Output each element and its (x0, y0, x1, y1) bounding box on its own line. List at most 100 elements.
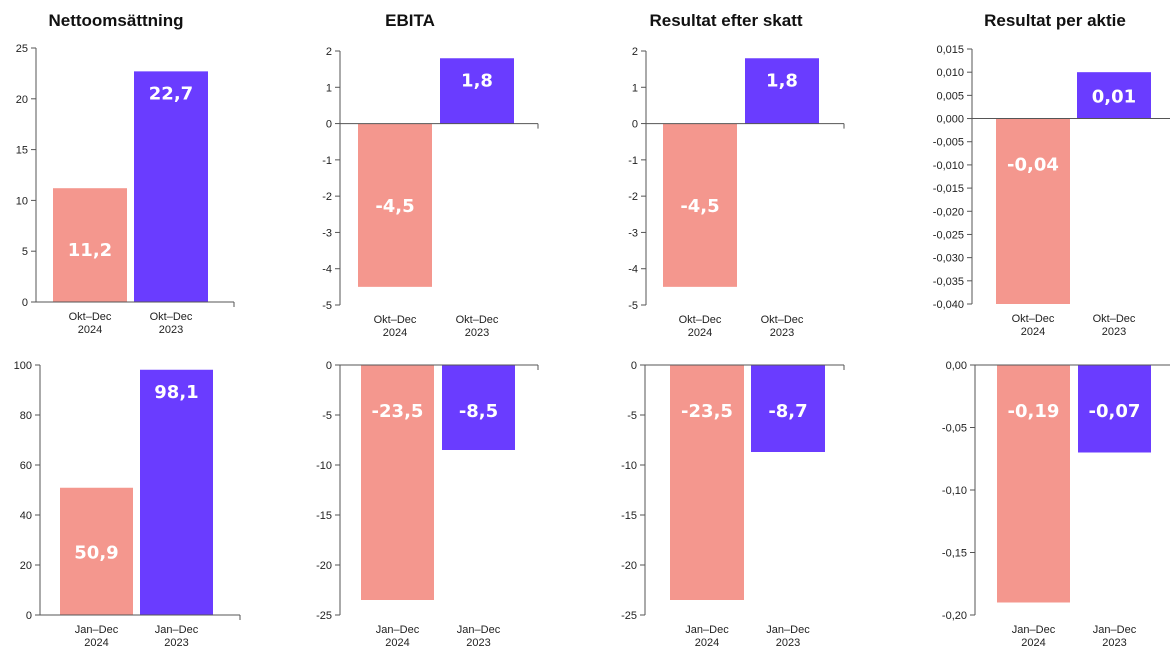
y-tick-label: 0,000 (936, 114, 964, 126)
category-label: 2024 (385, 637, 409, 649)
data-label: -0,04 (1007, 155, 1059, 176)
y-tick-label: 15 (16, 145, 28, 157)
bar-2023 (751, 365, 825, 452)
y-tick-label: -4 (322, 264, 332, 276)
category-label: Okt–Dec (761, 314, 804, 326)
category-label: Jan–Dec (376, 624, 420, 636)
y-tick-label: -1 (628, 155, 638, 167)
bar-2024 (663, 123, 737, 287)
y-tick-label: -25 (316, 610, 332, 622)
y-tick-label: 10 (16, 195, 28, 207)
y-tick-label: -0,030 (933, 253, 964, 265)
category-label: 2024 (383, 327, 407, 339)
category-label: 2023 (1102, 637, 1126, 649)
y-tick-label: -3 (322, 227, 332, 239)
y-tick-label: -20 (621, 560, 637, 572)
y-tick-label: -15 (316, 510, 332, 522)
category-label: Jan–Dec (1012, 624, 1056, 636)
bar-2023 (140, 369, 213, 615)
y-tick-label: 0 (326, 119, 332, 131)
y-tick-label: -0,05 (942, 423, 967, 435)
category-label: 2023 (466, 637, 490, 649)
data-label: -0,19 (1008, 401, 1060, 422)
y-tick-label: 20 (16, 94, 28, 106)
y-tick-label: -3 (628, 227, 638, 239)
category-label: 2023 (164, 637, 188, 649)
bar-2023 (745, 58, 819, 124)
bar-2024 (53, 188, 127, 302)
data-label: -23,5 (372, 401, 424, 422)
data-label: 22,7 (149, 83, 193, 104)
bar-2024 (996, 118, 1070, 304)
bar-2024 (361, 365, 434, 600)
category-label: 2024 (1021, 326, 1045, 338)
y-tick-label: -0,005 (933, 137, 964, 149)
data-label: -8,7 (768, 401, 807, 422)
chart-panel-4: Resultat per aktie -0,040 -0,035 -0,030 -0,0… (933, 11, 1170, 338)
category-label: 2023 (465, 327, 489, 339)
chart-title: Resultat per aktie (984, 11, 1126, 30)
y-tick-label: 0 (632, 119, 638, 131)
y-tick-label: 0 (631, 360, 637, 372)
y-tick-label: 0 (326, 360, 332, 372)
y-tick-label: 0,015 (936, 44, 964, 56)
data-label: 1,8 (766, 70, 798, 91)
y-tick-label: -25 (621, 610, 637, 622)
y-tick-label: 5 (22, 246, 28, 258)
category-label: Jan–Dec (155, 624, 199, 636)
y-tick-label: -20 (316, 560, 332, 572)
bar-2023 (442, 365, 515, 450)
bar-2023 (1078, 365, 1151, 453)
category-label: Okt–Dec (679, 314, 722, 326)
category-label: Okt–Dec (456, 314, 499, 326)
y-tick-label: -4 (628, 264, 638, 276)
category-label: 2024 (688, 327, 712, 339)
category-label: Jan–Dec (457, 624, 501, 636)
category-label: Okt–Dec (1012, 313, 1055, 325)
bar-2024 (60, 487, 133, 615)
category-label: Okt–Dec (1093, 313, 1136, 325)
y-tick-label: 0 (26, 610, 32, 622)
data-label: -4,5 (375, 196, 414, 217)
y-tick-label: -5 (322, 410, 332, 422)
y-tick-label: -0,040 (933, 299, 964, 311)
category-label: Okt–Dec (69, 311, 112, 323)
category-label: 2023 (1102, 326, 1126, 338)
y-tick-label: -2 (322, 191, 332, 203)
y-tick-label: -5 (627, 410, 637, 422)
y-tick-label: -0,010 (933, 160, 964, 172)
y-tick-label: -0,020 (933, 206, 964, 218)
y-tick-label: 2 (326, 46, 332, 58)
chart-panel-8: -0,20-0,15-0,10-0,050,00-0,19Jan–Dec2024… (942, 360, 1170, 649)
y-tick-label: -5 (628, 300, 638, 312)
chart-title: EBITA (385, 11, 435, 30)
y-tick-label: -0,15 (942, 548, 967, 560)
y-tick-label: -0,20 (942, 610, 967, 622)
chart-panel-6: -25-20-15-10-50-23,5Jan–Dec2024-8,5Jan–D… (316, 360, 539, 649)
category-label: 2024 (84, 637, 108, 649)
category-label: Okt–Dec (374, 314, 417, 326)
data-label: 50,9 (74, 542, 118, 563)
chart-panel-7: -25-20-15-10-50-23,5Jan–Dec2024-8,7Jan–D… (621, 360, 845, 649)
y-tick-label: -0,035 (933, 276, 964, 288)
y-tick-label: 40 (20, 510, 32, 522)
y-tick-label: 1 (632, 82, 638, 94)
y-tick-label: 0 (22, 297, 28, 309)
bar-2024 (358, 123, 432, 287)
bar-2024 (997, 365, 1070, 603)
y-tick-label: -1 (322, 155, 332, 167)
y-tick-label: -0,025 (933, 229, 964, 241)
chart-title: Resultat efter skatt (649, 11, 802, 30)
data-label: -0,07 (1089, 401, 1141, 422)
bar-2023 (1077, 72, 1151, 119)
y-tick-label: 25 (16, 43, 28, 55)
category-label: Jan–Dec (1093, 624, 1137, 636)
category-label: Okt–Dec (150, 311, 193, 323)
y-tick-label: 100 (14, 360, 32, 372)
chart-panel-5: 02040608010050,9Jan–Dec202498,1Jan–Dec20… (14, 360, 241, 649)
data-label: 0,01 (1092, 86, 1136, 107)
data-label: 1,8 (461, 70, 493, 91)
y-tick-label: 0,00 (946, 360, 967, 372)
y-tick-label: 60 (20, 460, 32, 472)
y-tick-label: -0,015 (933, 183, 964, 195)
